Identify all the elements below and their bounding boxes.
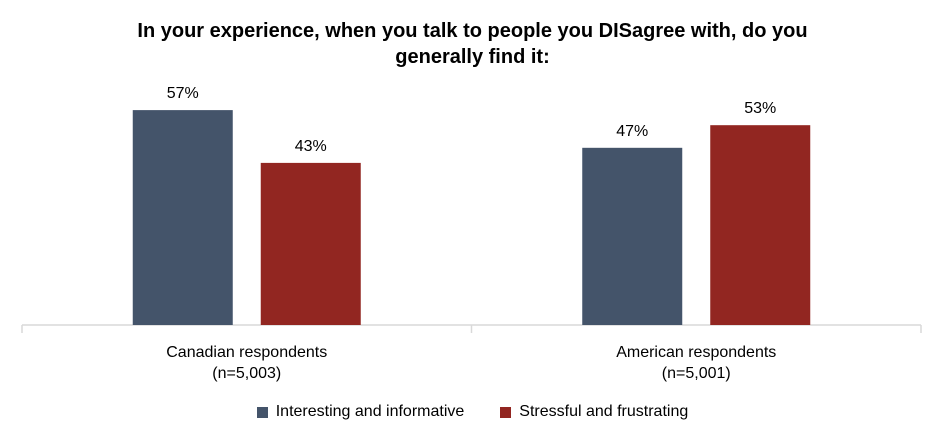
category-label: (n=5,001)	[662, 365, 731, 382]
legend-swatch-stressful	[500, 406, 512, 418]
legend-item-interesting: Interesting and informative	[256, 403, 465, 421]
bar	[260, 162, 361, 325]
legend: Interesting and informative Stressful an…	[0, 403, 945, 421]
bar	[132, 110, 233, 325]
bar	[582, 147, 683, 325]
data-label: 47%	[616, 123, 648, 140]
data-label: 53%	[744, 100, 776, 117]
category-label: American respondents	[616, 344, 776, 361]
legend-item-stressful: Stressful and frustrating	[500, 403, 688, 421]
data-label: 43%	[295, 138, 327, 155]
chart-title: In your experience, when you talk to peo…	[137, 20, 808, 68]
category-label: (n=5,003)	[212, 365, 281, 382]
bar	[710, 125, 811, 325]
category-label: Canadian respondents	[166, 344, 327, 361]
legend-label-interesting: Interesting and informative	[275, 403, 465, 420]
legend-swatch-interesting	[256, 406, 268, 418]
data-label: 57%	[167, 85, 199, 102]
legend-label-stressful: Stressful and frustrating	[519, 403, 689, 420]
